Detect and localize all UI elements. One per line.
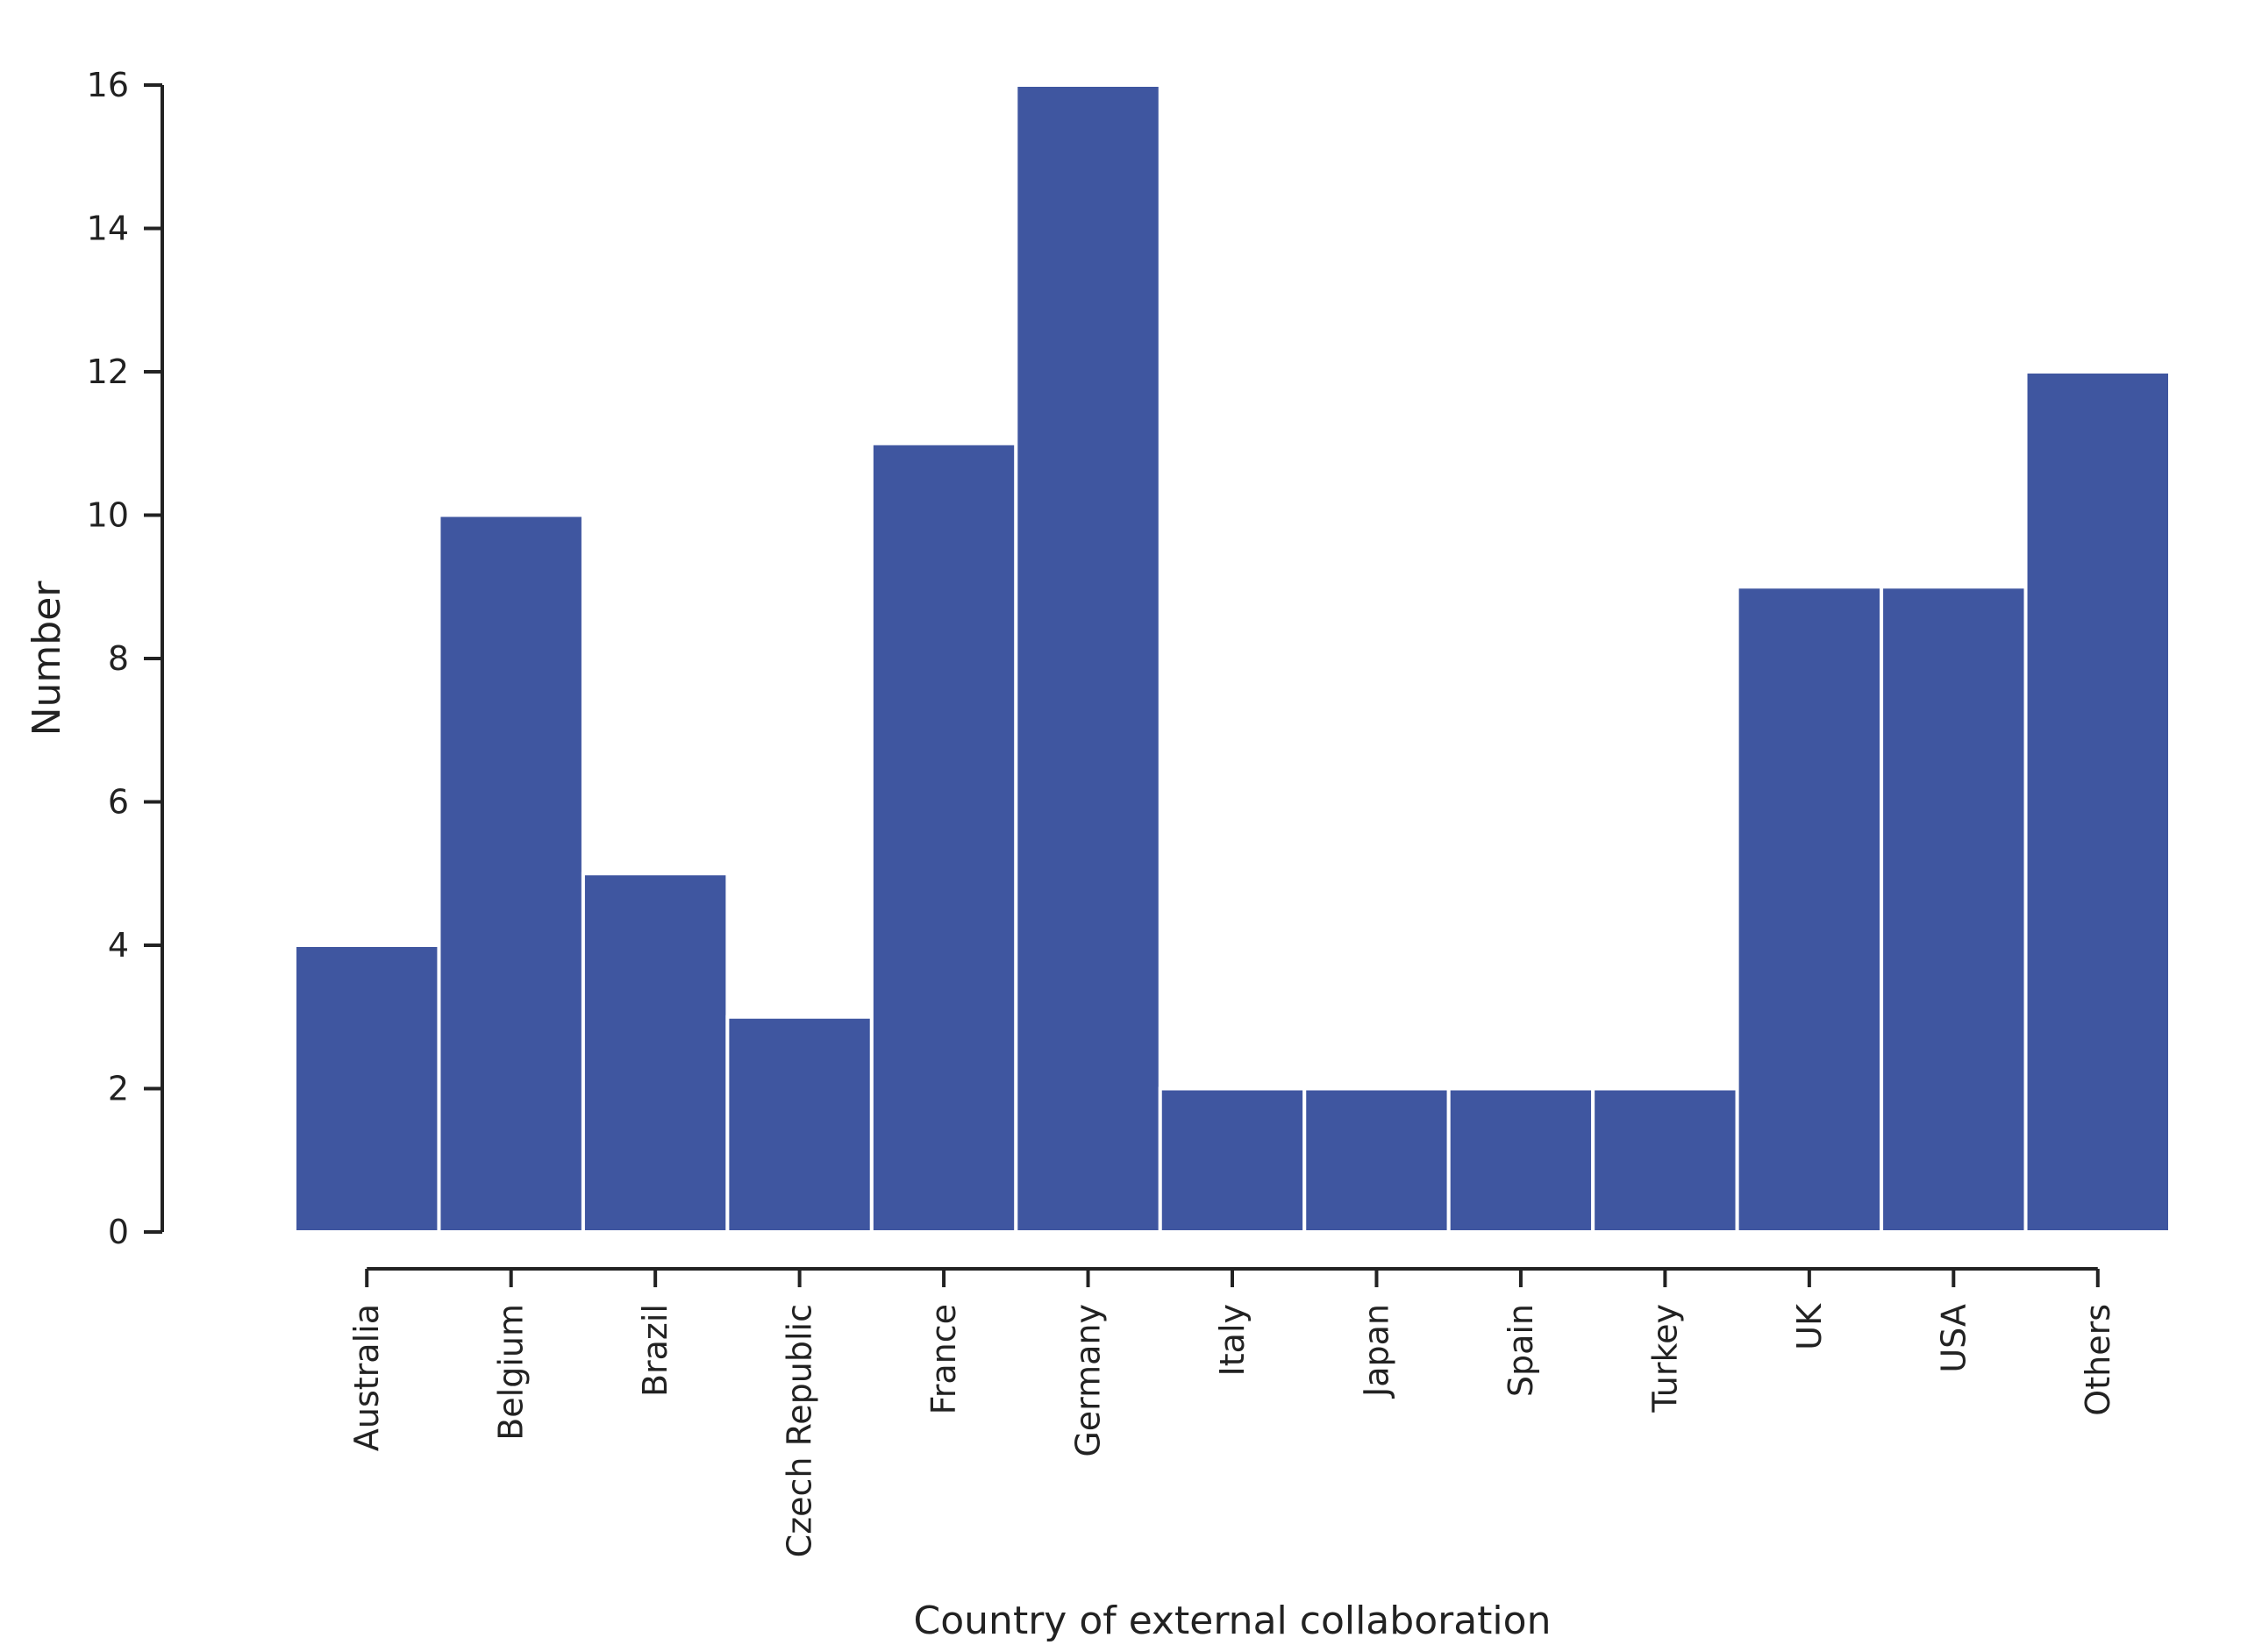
x-tick-label-germany: Germany [1069, 1304, 1108, 1457]
bar-others [2023, 370, 2173, 1234]
bar-germany [1014, 83, 1162, 1234]
x-tick-label-japan: Japan [1357, 1304, 1395, 1399]
y-tick-label-14: 14 [87, 210, 129, 248]
x-tick-label-czech-republic: Czech Republic [781, 1304, 819, 1557]
x-tick-label-italy: Italy [1213, 1304, 1252, 1376]
x-tick-label-usa: USA [1934, 1304, 1973, 1373]
y-axis: 0 2 4 6 8 10 12 14 16 [87, 66, 164, 1251]
bar-brazil [581, 872, 730, 1234]
bar-usa [1880, 585, 2028, 1234]
y-tick-label-8: 8 [108, 639, 129, 678]
x-tick-label-spain: Spain [1502, 1304, 1540, 1397]
x-tick-label-turkey: Turkey [1645, 1304, 1684, 1413]
y-tick-label-0: 0 [108, 1213, 129, 1251]
y-axis-title: Number [25, 580, 69, 737]
x-tick-label-france: France [924, 1304, 963, 1414]
x-tick-label-uk: UK [1790, 1303, 1829, 1350]
bar-france [869, 441, 1018, 1234]
y-tick-label-4: 4 [108, 926, 129, 965]
y-tick-label-16: 16 [87, 66, 129, 104]
bar-turkey [1591, 1086, 1739, 1234]
y-tick-label-6: 6 [108, 783, 129, 822]
bars-group [293, 83, 2173, 1234]
bar-spain [1446, 1086, 1595, 1234]
y-tick-label-2: 2 [108, 1070, 129, 1108]
bar-belgium [437, 513, 585, 1234]
x-tick-label-australia: Australia [347, 1304, 386, 1451]
x-tick-label-brazil: Brazil [636, 1304, 674, 1397]
y-tick-label-10: 10 [87, 496, 129, 535]
bar-uk [1735, 585, 1884, 1234]
bar-japan [1302, 1086, 1451, 1234]
x-axis-title: Country of external collaboration [914, 1599, 1552, 1643]
bar-australia [293, 943, 441, 1234]
x-tick-label-belgium: Belgium [492, 1304, 531, 1441]
bar-czech-republic [725, 1015, 874, 1234]
y-tick-label-12: 12 [87, 352, 129, 391]
bar-italy [1158, 1086, 1307, 1234]
x-tick-label-others: Others [2079, 1304, 2117, 1416]
x-axis: Australia Belgium Brazil Czech Republic Fran… [347, 1267, 2117, 1557]
